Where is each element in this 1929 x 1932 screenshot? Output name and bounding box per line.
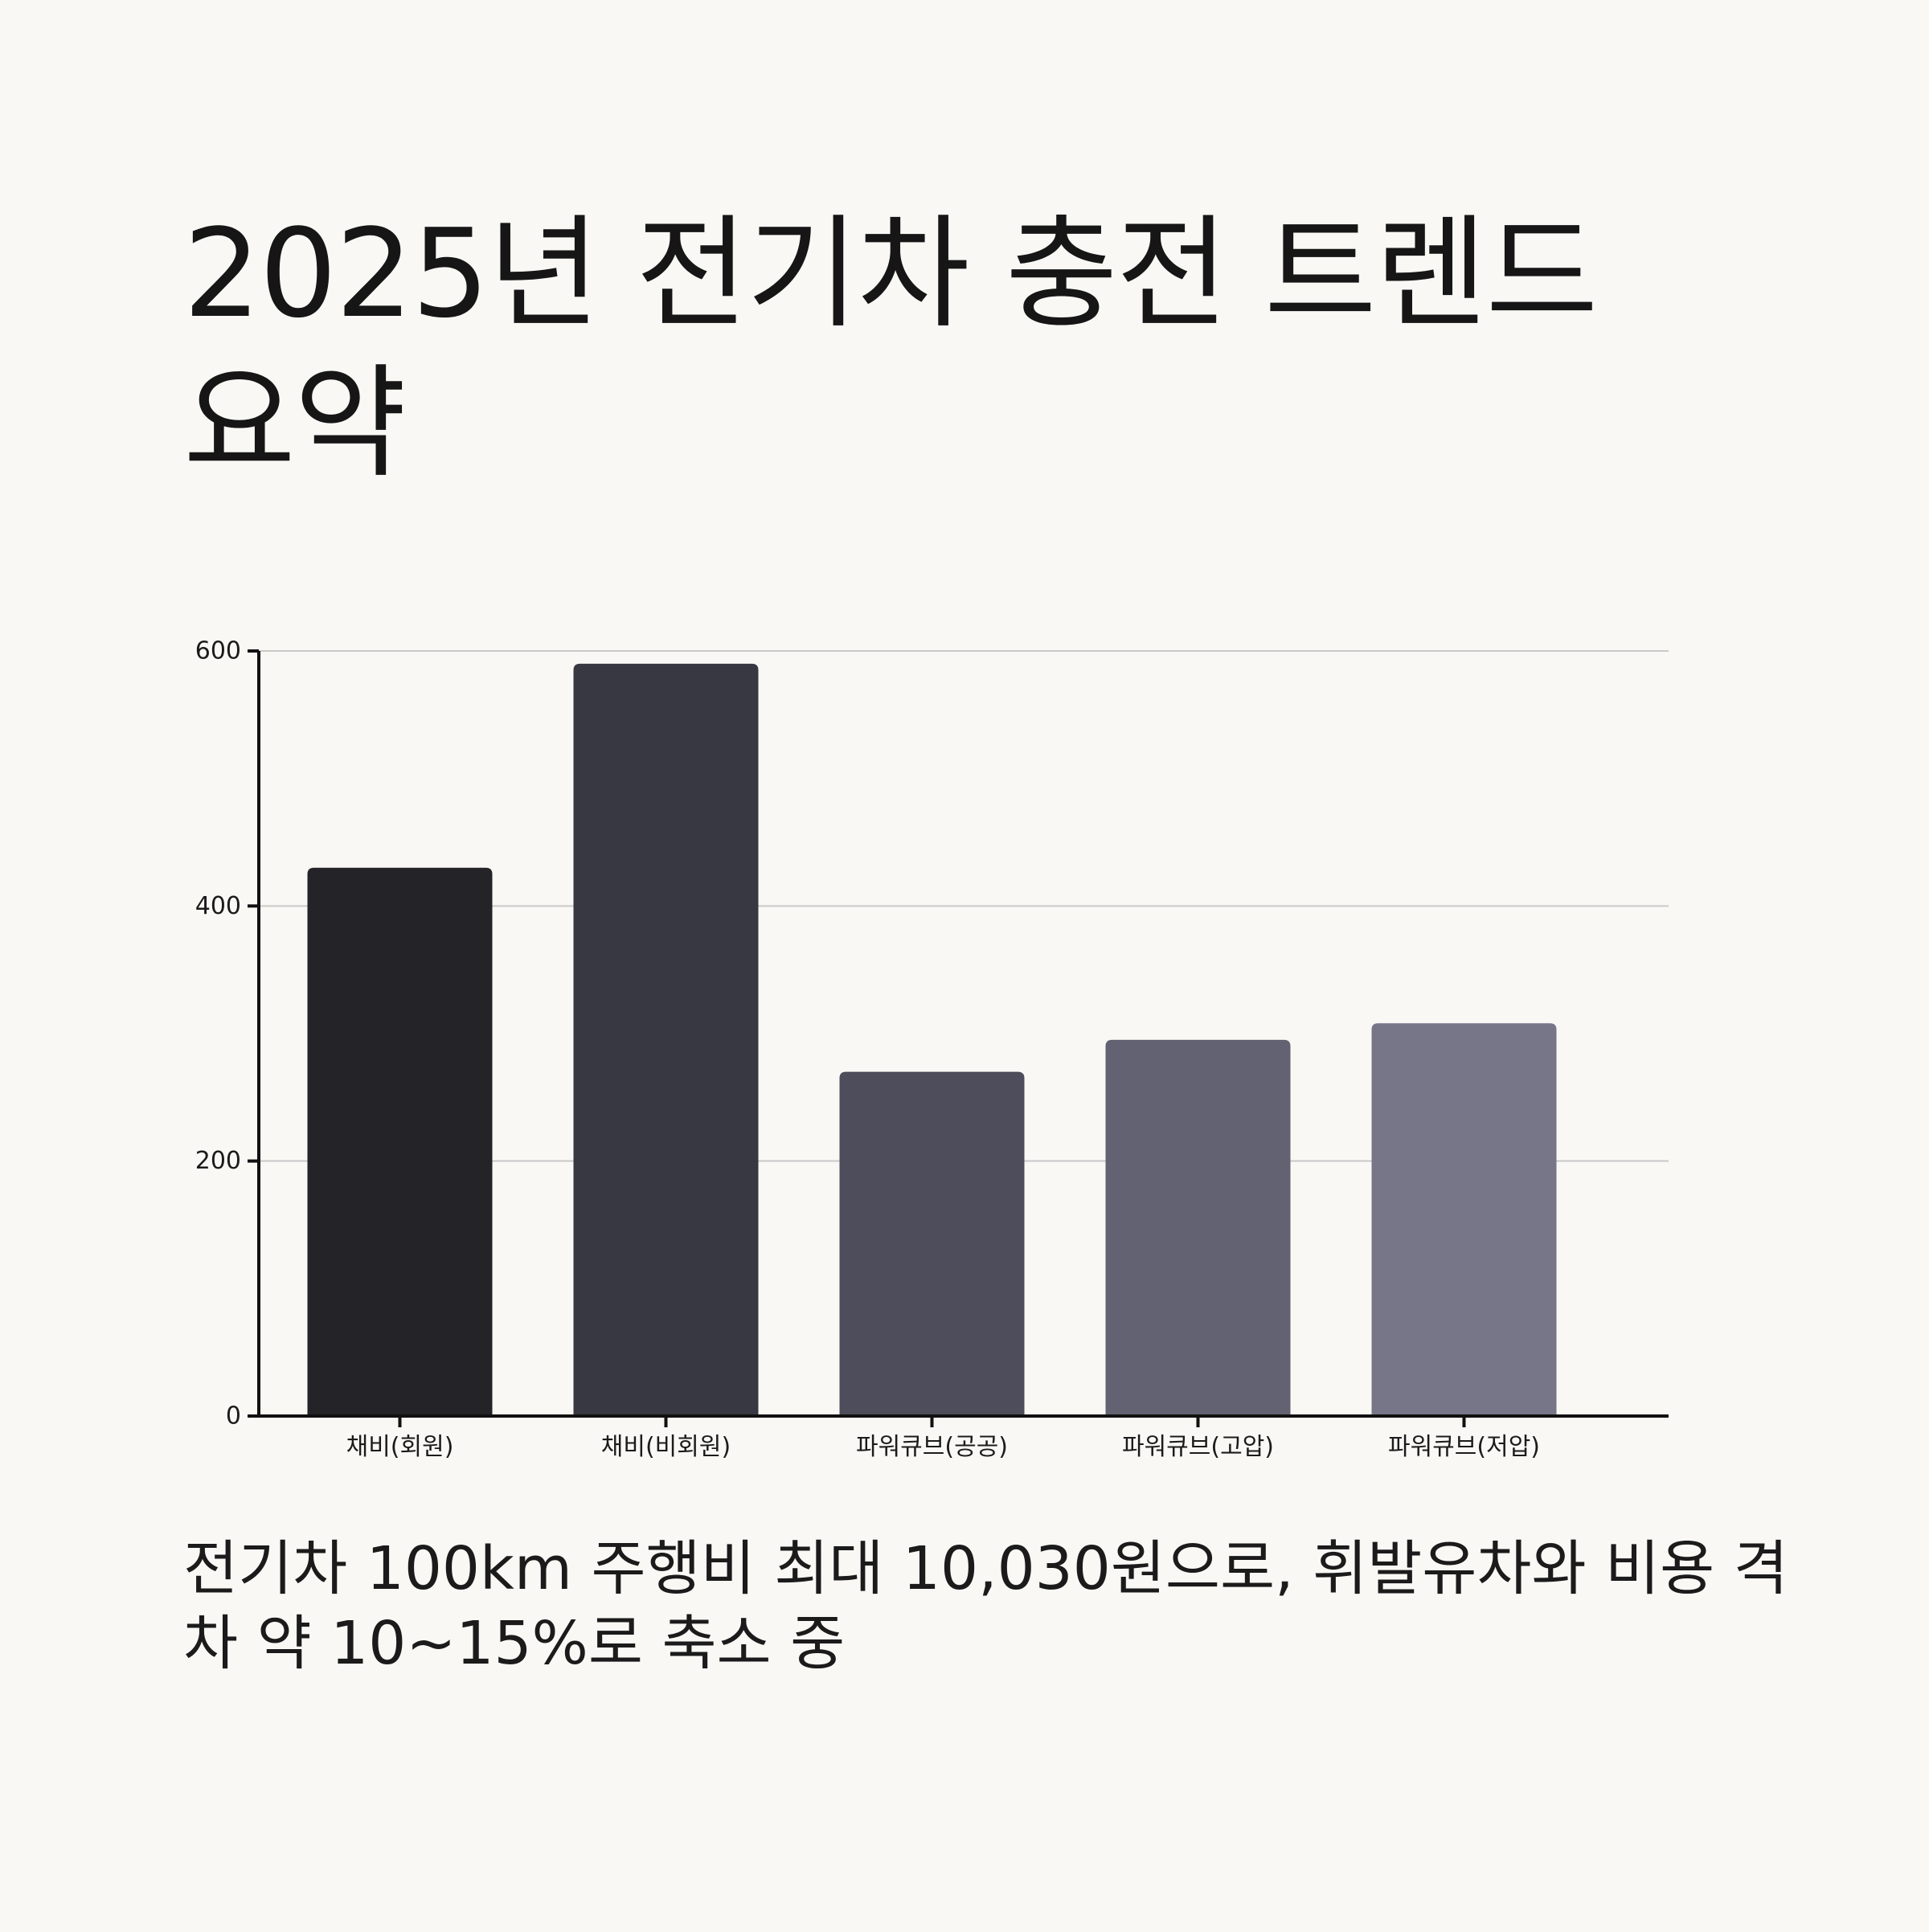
x-tick-label: 파워큐브(고압)	[1122, 1433, 1274, 1461]
chart-caption: 전기차 100km 주행비 최대 10,030원으로, 휘발유차와 비용 격차 …	[183, 1534, 1788, 1678]
chart-title: 2025년 전기차 충전 트렌드 요약	[183, 203, 1598, 494]
bar	[1371, 1023, 1557, 1416]
bar	[573, 663, 759, 1416]
bar	[307, 867, 493, 1416]
bar	[839, 1071, 1025, 1416]
y-tick-label: 200	[195, 1147, 241, 1175]
x-tick-label: 채비(회원)	[346, 1433, 454, 1461]
y-tick-label: 400	[195, 892, 241, 920]
x-tick-label: 채비(비회원)	[601, 1433, 731, 1461]
x-tick-label: 파워큐브(공공)	[856, 1433, 1008, 1461]
x-tick-label: 파워큐브(저압)	[1388, 1433, 1540, 1461]
y-tick-label: 0	[226, 1402, 241, 1431]
bar	[1105, 1039, 1291, 1416]
y-tick-label: 600	[195, 637, 241, 665]
